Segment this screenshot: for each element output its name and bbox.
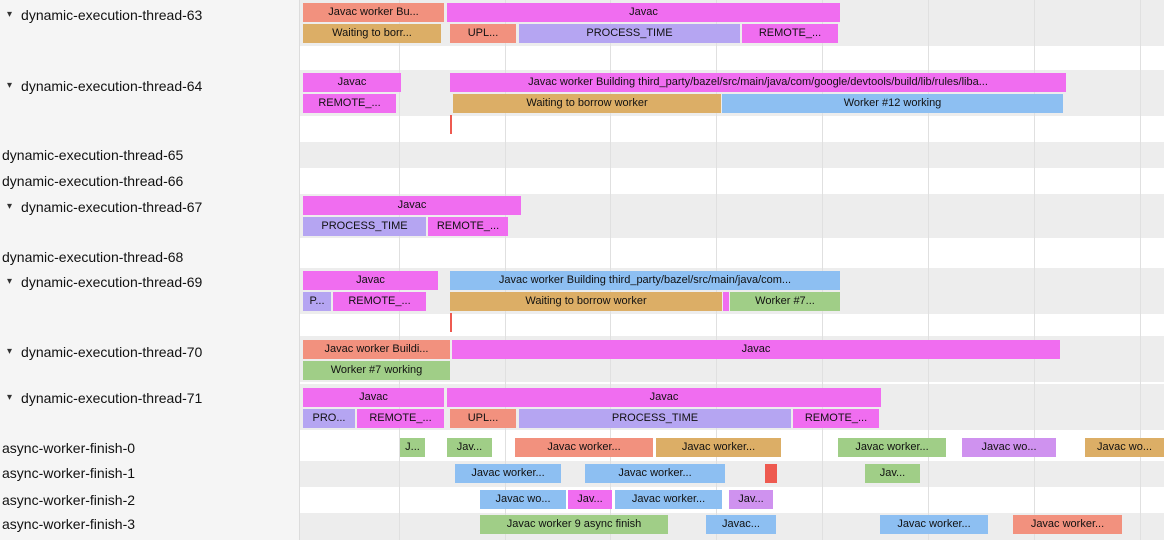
time-gridline [822,0,823,540]
track-label[interactable]: ▾ dynamic-execution-thread-63 [7,7,202,23]
track-label[interactable]: async-worker-finish-2 [2,492,135,508]
timeline-slice[interactable]: Javac [303,271,438,290]
expand-triangle-icon[interactable]: ▾ [7,80,13,91]
track-background-band [300,461,1164,487]
track-label[interactable]: dynamic-execution-thread-66 [2,173,183,189]
track-label[interactable]: dynamic-execution-thread-68 [2,249,183,265]
timeline-slice[interactable]: PROCESS_TIME [519,24,740,43]
timeline-slice[interactable]: Worker #7... [730,292,840,311]
timeline-slice[interactable] [723,292,729,311]
timeline-slice[interactable]: Waiting to borr... [303,24,441,43]
timeline-slice[interactable]: Waiting to borrow worker [450,292,722,311]
track-label-text: dynamic-execution-thread-67 [21,199,203,215]
track-label-text: async-worker-finish-0 [2,440,136,456]
timeline-slice[interactable]: Javac worker... [585,464,725,483]
track-label[interactable]: async-worker-finish-3 [2,516,135,532]
time-gridline [505,0,506,540]
track-background-band [300,142,1164,168]
timeline-slice[interactable]: Javac worker... [880,515,988,534]
timeline-slice[interactable]: Javac worker... [1013,515,1122,534]
instant-event-tick[interactable] [450,313,452,332]
track-label[interactable]: dynamic-execution-thread-65 [2,147,183,163]
timeline-slice[interactable]: Jav... [447,438,492,457]
time-gridline [1034,0,1035,540]
expand-triangle-icon[interactable]: ▾ [7,392,13,403]
track-label-text: dynamic-execution-thread-71 [21,390,203,406]
timeline-slice[interactable]: Javac worker... [455,464,561,483]
timeline-slice[interactable]: Javac [303,388,444,407]
timeline-slice[interactable]: Javac worker Buildi... [303,340,450,359]
timeline-slice[interactable]: Javac wo... [962,438,1056,457]
timeline-slice[interactable]: Javac worker... [515,438,653,457]
timeline-slice[interactable]: Waiting to borrow worker [453,94,721,113]
timeline-slice[interactable]: UPL... [450,24,516,43]
track-name-panel: ▾ dynamic-execution-thread-63 ▾ dynamic-exe… [0,0,300,540]
timeline-slice[interactable]: REMOTE_... [793,409,879,428]
timeline-slice[interactable]: Javac [452,340,1060,359]
track-label-text: dynamic-execution-thread-65 [2,147,184,163]
track-label-text: dynamic-execution-thread-66 [2,173,184,189]
timeline-slice[interactable]: Javac [303,196,521,215]
expand-triangle-icon[interactable]: ▾ [7,201,13,212]
timeline-slice[interactable]: P... [303,292,331,311]
timeline-slice[interactable]: Javac wo... [480,490,566,509]
timeline-slice[interactable]: Javac worker Building third_party/bazel/… [450,271,840,290]
timeline-slice[interactable]: Javac [447,388,881,407]
track-label-text: async-worker-finish-3 [2,516,136,532]
timeline-slice[interactable] [765,464,777,483]
track-label-text: async-worker-finish-1 [2,465,136,481]
timeline-slice[interactable]: Jav... [865,464,920,483]
timeline-slice[interactable]: Javac worker... [615,490,722,509]
track-label-text: async-worker-finish-2 [2,492,136,508]
track-label-text: dynamic-execution-thread-64 [21,78,203,94]
timeline-slice[interactable]: Javac worker Bu... [303,3,444,22]
track-label[interactable]: async-worker-finish-1 [2,465,135,481]
expand-triangle-icon[interactable]: ▾ [7,346,13,357]
timeline-slice[interactable]: UPL... [450,409,516,428]
track-label[interactable]: async-worker-finish-0 [2,440,135,456]
track-label[interactable]: ▾ dynamic-execution-thread-70 [7,344,202,360]
track-label-text: dynamic-execution-thread-70 [21,344,203,360]
timeline-slice[interactable]: Javac worker Building third_party/bazel/… [450,73,1066,92]
timeline-slice[interactable]: Jav... [568,490,612,509]
track-label-text: dynamic-execution-thread-63 [21,7,203,23]
timeline-slice[interactable]: REMOTE_... [357,409,444,428]
timeline-canvas[interactable]: Javac worker Bu... Javac Waiting to borr..… [300,0,1164,540]
timeline-slice[interactable]: Jav... [729,490,773,509]
timeline-slice[interactable]: REMOTE_... [742,24,838,43]
instant-event-tick[interactable] [450,115,452,134]
time-gridline [1140,0,1141,540]
timeline-slice[interactable]: Javac... [706,515,776,534]
expand-triangle-icon[interactable]: ▾ [7,9,13,20]
timeline-slice[interactable]: Javac worker... [838,438,946,457]
timeline-slice[interactable]: Javac [447,3,840,22]
timeline-slice[interactable]: PROCESS_TIME [519,409,791,428]
timeline-slice[interactable]: Javac [303,73,401,92]
timeline-slice[interactable]: REMOTE_... [428,217,508,236]
track-label[interactable]: ▾ dynamic-execution-thread-71 [7,390,202,406]
track-label[interactable]: ▾ dynamic-execution-thread-64 [7,78,202,94]
time-gridline [928,0,929,540]
timeline-slice[interactable]: Worker #7 working [303,361,450,380]
timeline-slice[interactable]: Javac wo... [1085,438,1164,457]
time-gridline [610,0,611,540]
expand-triangle-icon[interactable]: ▾ [7,276,13,287]
time-gridline [716,0,717,540]
track-label[interactable]: ▾ dynamic-execution-thread-67 [7,199,202,215]
timeline-slice[interactable]: Javac worker... [656,438,781,457]
track-label[interactable]: ▾ dynamic-execution-thread-69 [7,274,202,290]
timeline-slice[interactable]: REMOTE_... [333,292,426,311]
time-gridline [399,0,400,540]
timeline-slice[interactable]: REMOTE_... [303,94,396,113]
track-label-text: dynamic-execution-thread-69 [21,274,203,290]
timeline-slice[interactable]: Javac worker 9 async finish [480,515,668,534]
timeline-slice[interactable]: J... [400,438,425,457]
timeline-slice[interactable]: PRO... [303,409,355,428]
track-label-text: dynamic-execution-thread-68 [2,249,184,265]
timeline-slice[interactable]: PROCESS_TIME [303,217,426,236]
timeline-slice[interactable]: Worker #12 working [722,94,1063,113]
